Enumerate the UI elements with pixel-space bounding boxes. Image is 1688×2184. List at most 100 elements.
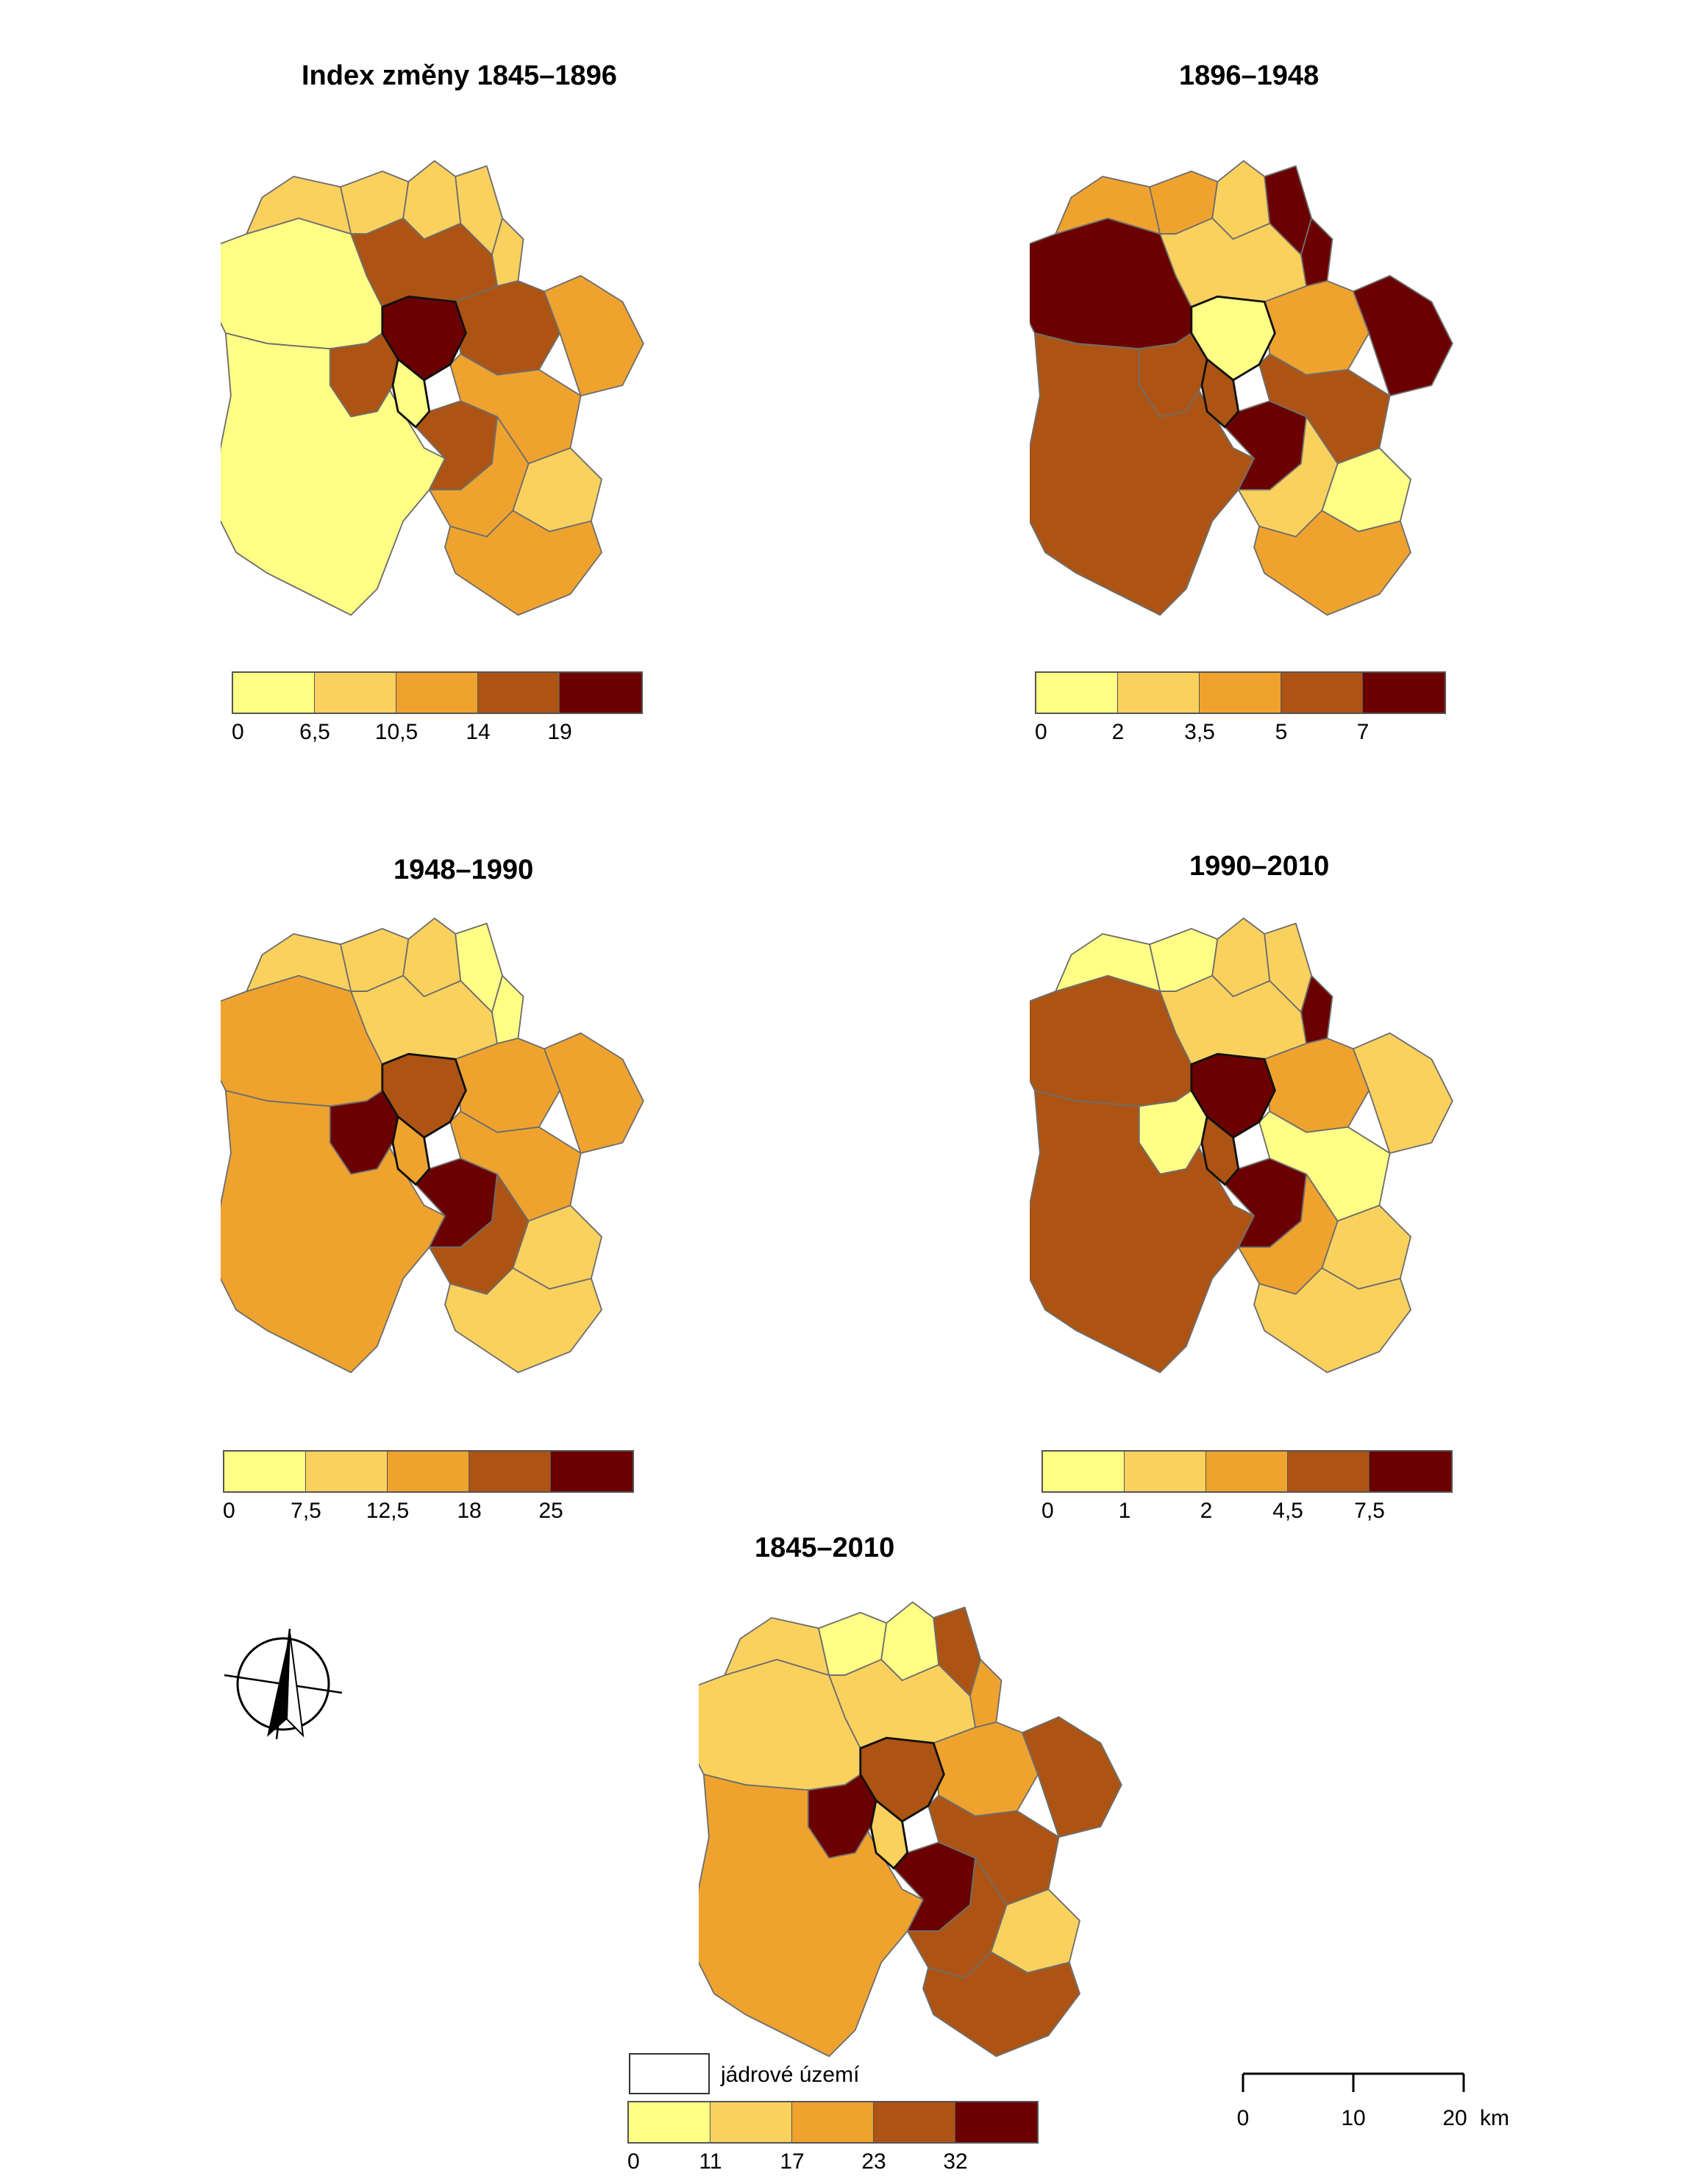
legend-tick: 0 bbox=[232, 720, 244, 744]
legend-tick: 0 bbox=[1035, 720, 1047, 744]
legend-tick: 7,5 bbox=[291, 1499, 321, 1523]
map-panel-1 bbox=[221, 160, 644, 616]
legend-swatches bbox=[1035, 671, 1446, 714]
legend-swatch-3 bbox=[388, 1452, 469, 1491]
legend-swatch-2 bbox=[711, 2102, 792, 2142]
core-territory-centre bbox=[381, 295, 467, 382]
municipality-south bbox=[444, 1267, 602, 1374]
legend-swatches bbox=[223, 1450, 634, 1493]
municipality-south bbox=[922, 1951, 1080, 2058]
core-territory-core bbox=[1200, 1116, 1240, 1186]
legend-panel-3: 0 7,5 12,5 18 25 bbox=[223, 1450, 634, 1528]
legend-ticks: 0 7,5 12,5 18 25 bbox=[223, 1499, 634, 1528]
legend-swatch-1 bbox=[1036, 673, 1118, 713]
legend-tick: 12,5 bbox=[366, 1499, 410, 1523]
panel-title-3: 1948–1990 bbox=[393, 854, 534, 885]
legend-tick: 10,5 bbox=[374, 720, 419, 744]
map-panel-3 bbox=[221, 917, 644, 1374]
core-territory-core bbox=[1200, 358, 1240, 429]
core-territory-label: jádrové území bbox=[721, 2063, 860, 2087]
municipality-south bbox=[1253, 1267, 1411, 1374]
north-arrow-icon bbox=[224, 1628, 343, 1740]
panel-title-2: 1896–1948 bbox=[1179, 60, 1320, 91]
legend-tick: 1 bbox=[1118, 1499, 1131, 1523]
legend-ticks: 0 11 17 23 32 bbox=[627, 2149, 1039, 2179]
core-territory-centre bbox=[1190, 295, 1276, 382]
core-territory-core bbox=[391, 358, 431, 429]
legend-tick: 7 bbox=[1356, 720, 1370, 744]
core-territory-core bbox=[869, 1799, 909, 1870]
municipality-south bbox=[1253, 510, 1411, 616]
legend-panel-5: 0 11 17 23 32 bbox=[627, 2101, 1039, 2179]
legend-swatch-1 bbox=[233, 673, 315, 713]
legend-swatches bbox=[232, 671, 643, 714]
legend-swatch-2 bbox=[306, 1452, 388, 1491]
municipality-east bbox=[1021, 1716, 1122, 1838]
municipality-east bbox=[543, 274, 644, 397]
legend-tick: 18 bbox=[457, 1499, 482, 1523]
legend-swatch-1 bbox=[1043, 1452, 1125, 1491]
municipality-north_mid bbox=[1159, 974, 1307, 1066]
legend-tick: 23 bbox=[861, 2149, 886, 2174]
legend-tick: 0 bbox=[627, 2149, 640, 2174]
legend-swatch-3 bbox=[1200, 673, 1281, 713]
legend-swatches bbox=[1041, 1450, 1453, 1493]
legend-swatch-4 bbox=[874, 2102, 955, 2142]
scale-tick-0: 0 bbox=[1237, 2106, 1250, 2130]
legend-tick: 0 bbox=[223, 1499, 235, 1523]
legend-ticks: 0 1 2 4,5 7,5 bbox=[1041, 1499, 1453, 1528]
legend-swatch-2 bbox=[1118, 673, 1200, 713]
municipality-north_mid bbox=[828, 1658, 976, 1749]
legend-tick: 3,5 bbox=[1184, 720, 1215, 744]
municipality-north_mid bbox=[350, 217, 498, 308]
legend-tick: 4,5 bbox=[1272, 1499, 1303, 1523]
legend-tick: 19 bbox=[547, 720, 572, 744]
legend-tick: 7,5 bbox=[1354, 1499, 1385, 1523]
legend-panel-2: 0 2 3,5 5 7 bbox=[1035, 671, 1446, 749]
scale-unit: km bbox=[1480, 2106, 1509, 2130]
municipality-south bbox=[444, 510, 602, 616]
legend-swatch-4 bbox=[469, 1452, 551, 1491]
legend-tick: 6,5 bbox=[299, 720, 330, 744]
legend-swatch-5 bbox=[1370, 1452, 1451, 1491]
core-territory-swatch bbox=[629, 2053, 710, 2094]
legend-swatch-4 bbox=[1288, 1452, 1370, 1491]
panel-title-1: Index změny 1845–1896 bbox=[302, 60, 617, 91]
municipality-east bbox=[1352, 1032, 1453, 1155]
municipality-east bbox=[1352, 274, 1453, 397]
legend-tick: 17 bbox=[780, 2149, 805, 2174]
legend-ticks: 0 6,5 10,5 14 19 bbox=[232, 720, 643, 749]
scale-bar: 0 10 20 km bbox=[1237, 2072, 1509, 2130]
legend-tick: 2 bbox=[1111, 720, 1125, 744]
legend-swatch-1 bbox=[629, 2102, 711, 2142]
legend-swatch-3 bbox=[792, 2102, 874, 2142]
legend-swatch-2 bbox=[1125, 1452, 1206, 1491]
legend-panel-1: 0 6,5 10,5 14 19 bbox=[232, 671, 643, 749]
legend-swatch-3 bbox=[396, 673, 478, 713]
municipality-north_mid bbox=[350, 974, 498, 1066]
legend-swatch-5 bbox=[551, 1452, 633, 1491]
legend-tick: 2 bbox=[1200, 1499, 1213, 1523]
map-panel-5 bbox=[699, 1601, 1122, 2058]
legend-swatch-5 bbox=[955, 2102, 1037, 2142]
legend-swatch-5 bbox=[1363, 673, 1445, 713]
municipality-east bbox=[543, 1032, 644, 1155]
legend-swatches bbox=[627, 2101, 1039, 2144]
core-territory-centre bbox=[381, 1052, 467, 1139]
legend-swatch-4 bbox=[478, 673, 560, 713]
map-panel-2 bbox=[1030, 160, 1453, 616]
legend-tick: 32 bbox=[943, 2149, 968, 2174]
scale-tick-10: 10 bbox=[1341, 2106, 1365, 2130]
legend-tick: 5 bbox=[1275, 720, 1288, 744]
panel-title-4: 1990–2010 bbox=[1189, 851, 1330, 882]
core-territory-centre bbox=[1190, 1052, 1276, 1139]
legend-ticks: 0 2 3,5 5 7 bbox=[1035, 720, 1446, 749]
legend-panel-4: 0 1 2 4,5 7,5 bbox=[1041, 1450, 1453, 1528]
core-territory-core bbox=[391, 1116, 431, 1186]
scale-tick-20: 20 bbox=[1442, 2106, 1467, 2130]
legend-tick: 11 bbox=[699, 2149, 722, 2174]
legend-swatch-5 bbox=[560, 673, 641, 713]
municipality-north_mid bbox=[1159, 217, 1307, 308]
legend-swatch-3 bbox=[1206, 1452, 1288, 1491]
legend-swatch-1 bbox=[224, 1452, 306, 1491]
